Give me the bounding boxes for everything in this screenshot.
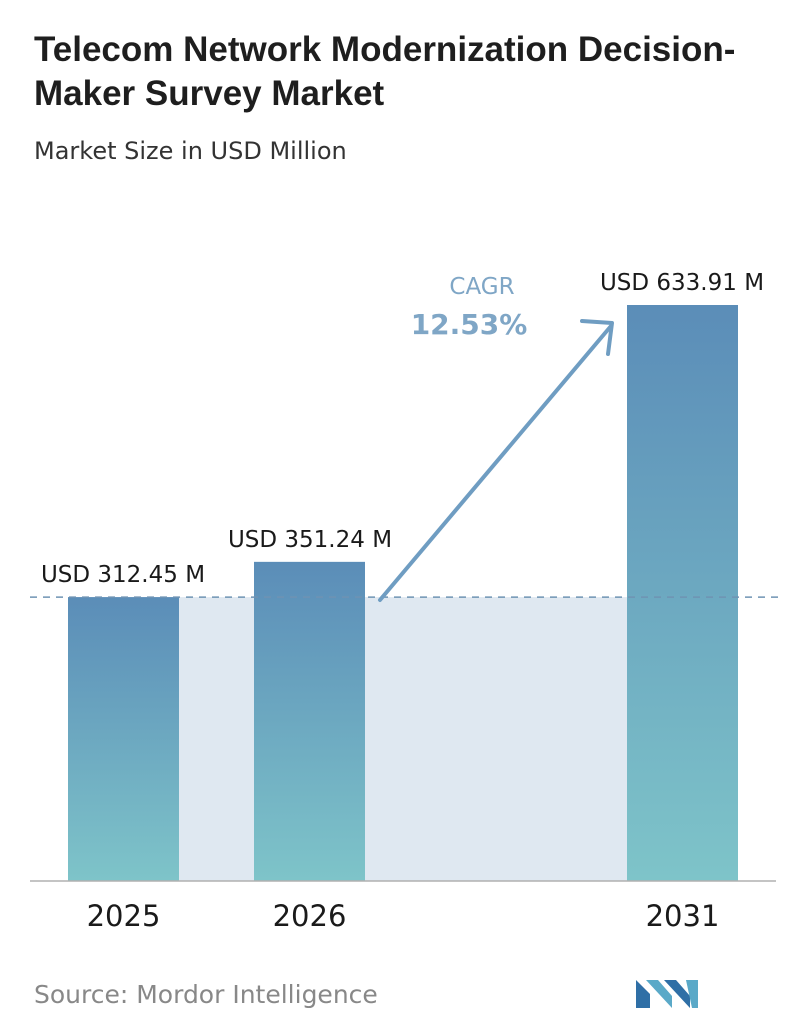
data-label-2026: USD 351.24 M bbox=[228, 527, 392, 553]
bars-group bbox=[68, 305, 738, 881]
data-label-2025: USD 312.45 M bbox=[41, 562, 205, 588]
cagr-arrow bbox=[378, 319, 614, 602]
mordor-intelligence-logo-icon bbox=[636, 980, 698, 1008]
data-label-2031: USD 633.91 M bbox=[600, 270, 764, 296]
source-note: Source: Mordor Intelligence bbox=[34, 980, 378, 1009]
cagr-label: CAGR bbox=[449, 274, 514, 300]
bar-2025 bbox=[68, 597, 179, 881]
chart-subtitle: Market Size in USD Million bbox=[34, 137, 347, 165]
data-labels-group: USD 312.45 M USD 351.24 M USD 633.91 M bbox=[41, 270, 764, 588]
x-tick-2026: 2026 bbox=[273, 899, 347, 933]
cagr-value: 12.53% bbox=[411, 308, 528, 341]
x-tick-2025: 2025 bbox=[87, 899, 161, 933]
bar-chart: USD 312.45 M USD 351.24 M USD 633.91 M 202… bbox=[30, 270, 780, 933]
bar-2026 bbox=[254, 561, 365, 881]
x-tick-labels-group: 2025 2026 2031 bbox=[87, 899, 720, 933]
bar-2031 bbox=[627, 305, 738, 881]
chart-title: Telecom Network Modernization Decision-M… bbox=[34, 30, 736, 113]
x-tick-2031: 2031 bbox=[646, 899, 720, 933]
